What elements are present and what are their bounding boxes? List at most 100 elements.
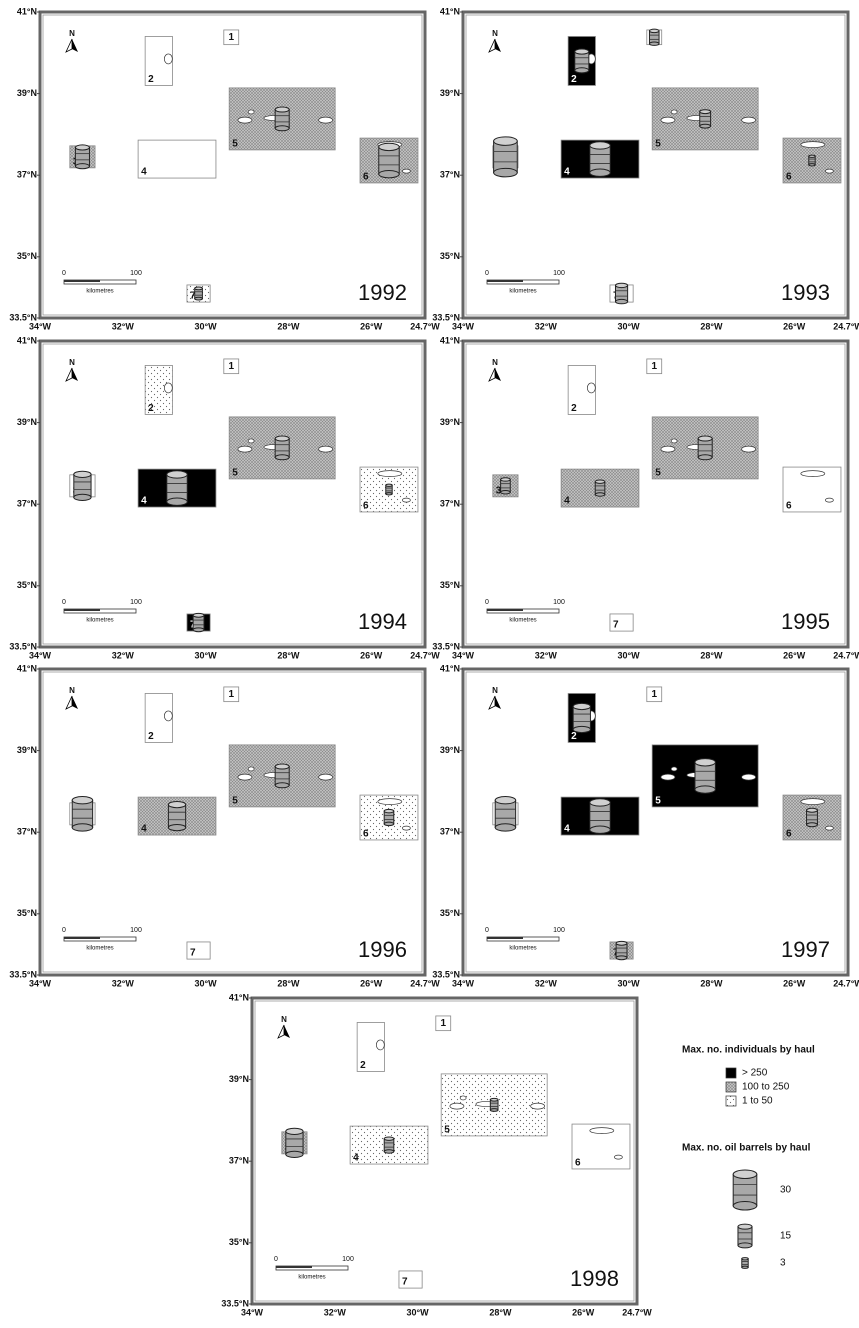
scale-label: 100: [130, 270, 142, 277]
scale-label: 100: [130, 927, 142, 934]
scale-bar-half: [64, 280, 100, 282]
barrel-top: [573, 703, 590, 709]
x-tick-label: 28°W: [277, 321, 300, 331]
north-label: N: [281, 1015, 287, 1024]
x-tick-label: 32°W: [535, 978, 558, 988]
barrel-bottom: [695, 786, 715, 793]
oil-barrel: [286, 1128, 303, 1157]
barrel-bottom: [590, 826, 610, 833]
scale-label: 0: [62, 927, 66, 934]
y-tick-label: 41°N: [17, 6, 37, 16]
oil-barrel: [809, 155, 815, 166]
island: [402, 826, 410, 830]
survey-area: [138, 140, 216, 178]
oil-barrel: [590, 799, 610, 834]
island: [671, 439, 677, 443]
scale-unit: kilometres: [298, 1275, 325, 1281]
oil-barrel: [733, 1170, 757, 1210]
y-tick-label: 33.5°N: [9, 969, 37, 979]
barrel-bottom: [742, 1266, 748, 1268]
x-tick-label: 30°W: [618, 321, 641, 331]
barrel-top: [700, 110, 711, 114]
x-tick-label: 28°W: [700, 978, 723, 988]
x-tick-label: 34°W: [29, 650, 52, 660]
barrel-top: [695, 759, 715, 766]
scale-bar-half: [276, 1266, 312, 1268]
north-label: N: [492, 686, 498, 695]
island: [450, 1103, 464, 1109]
barrel-top: [738, 1224, 752, 1229]
year-label: 1994: [358, 609, 407, 634]
area-label: 4: [141, 824, 147, 835]
area-label: 6: [363, 501, 369, 512]
y-tick-label: 37°N: [17, 827, 37, 837]
area-label: 4: [141, 167, 147, 178]
area-label: 1: [651, 361, 657, 372]
scale-label: 100: [553, 927, 565, 934]
island: [661, 117, 675, 123]
y-tick-label: 35°N: [17, 908, 37, 918]
area-label: 6: [575, 1158, 581, 1169]
barrel-bottom: [379, 170, 399, 177]
y-tick-label: 41°N: [17, 663, 37, 673]
oil-barrel: [738, 1224, 752, 1248]
island: [376, 1040, 384, 1050]
barrel-top: [74, 471, 91, 477]
area-label: 6: [786, 501, 792, 512]
y-tick-label: 37°N: [440, 499, 460, 509]
scale-bar-half: [487, 609, 523, 611]
scale-label: 100: [553, 270, 565, 277]
x-tick-label: 28°W: [277, 650, 300, 660]
area-label: 2: [148, 731, 154, 742]
oil-barrel: [495, 797, 515, 832]
x-tick-label: 24.7°W: [833, 321, 859, 331]
y-tick-label: 33.5°N: [432, 312, 460, 322]
oil-barrel: [386, 484, 392, 495]
barrel-bottom: [193, 628, 204, 632]
oil-barrel: [384, 809, 394, 825]
barrel-bottom: [733, 1201, 757, 1210]
area-label: 6: [786, 172, 792, 183]
island: [825, 498, 833, 502]
area-label: 6: [363, 829, 369, 840]
x-tick-label: 24.7°W: [622, 1307, 652, 1317]
area-label: 4: [564, 824, 570, 835]
barrel-top: [809, 155, 815, 157]
area-label: 6: [363, 172, 369, 183]
barrel-top: [384, 809, 394, 812]
y-tick-label: 33.5°N: [9, 641, 37, 651]
barrel-bottom: [590, 169, 610, 176]
area-label: 5: [655, 796, 661, 807]
scale-bar-half: [64, 609, 100, 611]
legend-title: Max. no. individuals by haul: [682, 1045, 815, 1056]
area-label: 2: [571, 74, 577, 85]
x-tick-label: 32°W: [535, 650, 558, 660]
area-label: 2: [571, 731, 577, 742]
x-tick-label: 34°W: [29, 978, 52, 988]
barrel-top: [275, 107, 289, 112]
island: [164, 383, 172, 393]
area-label: 2: [148, 74, 154, 85]
scale-bar-half: [487, 280, 523, 282]
north-label: N: [492, 358, 498, 367]
y-tick-label: 39°N: [17, 417, 37, 427]
barrel-bottom: [386, 493, 392, 495]
x-tick-label: 32°W: [112, 650, 135, 660]
barrel-top: [595, 480, 605, 483]
island: [801, 471, 825, 477]
barrel-bottom: [809, 164, 815, 166]
scale-unit: kilometres: [509, 289, 536, 295]
barrel-bottom: [168, 824, 185, 830]
island: [378, 799, 402, 805]
barrel-top: [379, 143, 399, 150]
barrel-top: [742, 1258, 748, 1260]
barrel-top: [649, 29, 659, 32]
x-tick-label: 26°W: [783, 650, 806, 660]
scale-bar-half: [487, 937, 523, 939]
legend-label: 1 to 50: [742, 1096, 773, 1107]
y-tick-label: 39°N: [440, 88, 460, 98]
year-label: 1995: [781, 609, 830, 634]
barrel-top: [807, 808, 818, 812]
island: [402, 498, 410, 502]
